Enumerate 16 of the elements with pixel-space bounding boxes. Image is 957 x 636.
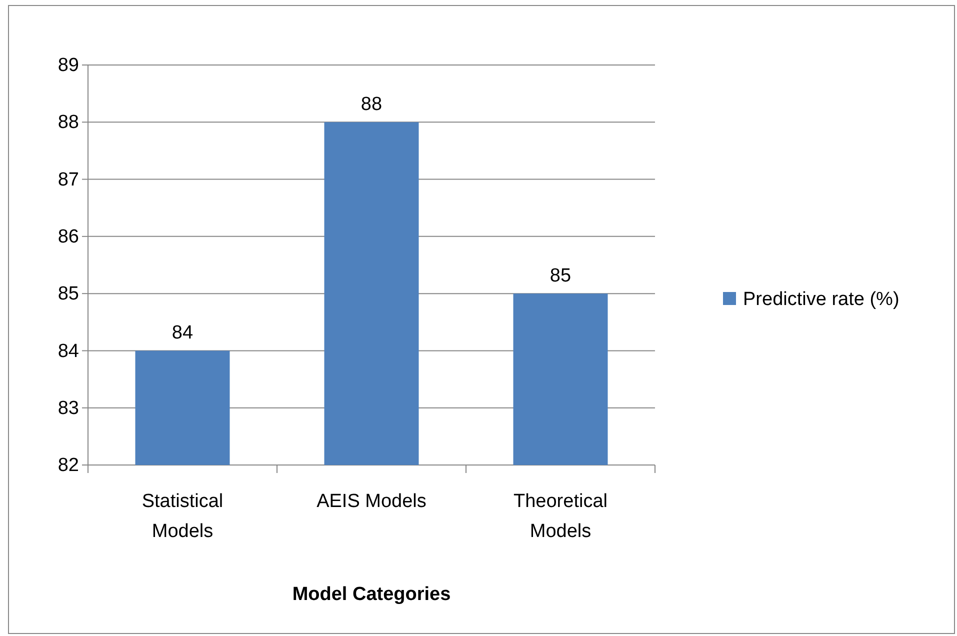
x-axis-title: Model Categories [292, 584, 451, 605]
y-tick-label: 85 [58, 284, 79, 305]
y-tick-label: 84 [58, 340, 80, 362]
y-tick-label: 86 [58, 226, 79, 248]
x-tick-label: AEIS Models [316, 491, 426, 512]
y-tick-label: 82 [58, 455, 79, 476]
y-tick-label: 87 [58, 169, 79, 190]
y-tick-label: 89 [58, 55, 79, 76]
x-tick-label: Statistical Models [142, 491, 224, 542]
y-tick-label: 88 [58, 112, 79, 134]
data-label: 88 [360, 94, 382, 116]
x-tick-label: Theoretical Models [514, 491, 608, 542]
legend-label: Predictive rate (%) [743, 289, 900, 310]
data-label: 84 [172, 322, 194, 344]
y-tick-label: 83 [58, 398, 79, 419]
data-label: 85 [550, 266, 572, 287]
